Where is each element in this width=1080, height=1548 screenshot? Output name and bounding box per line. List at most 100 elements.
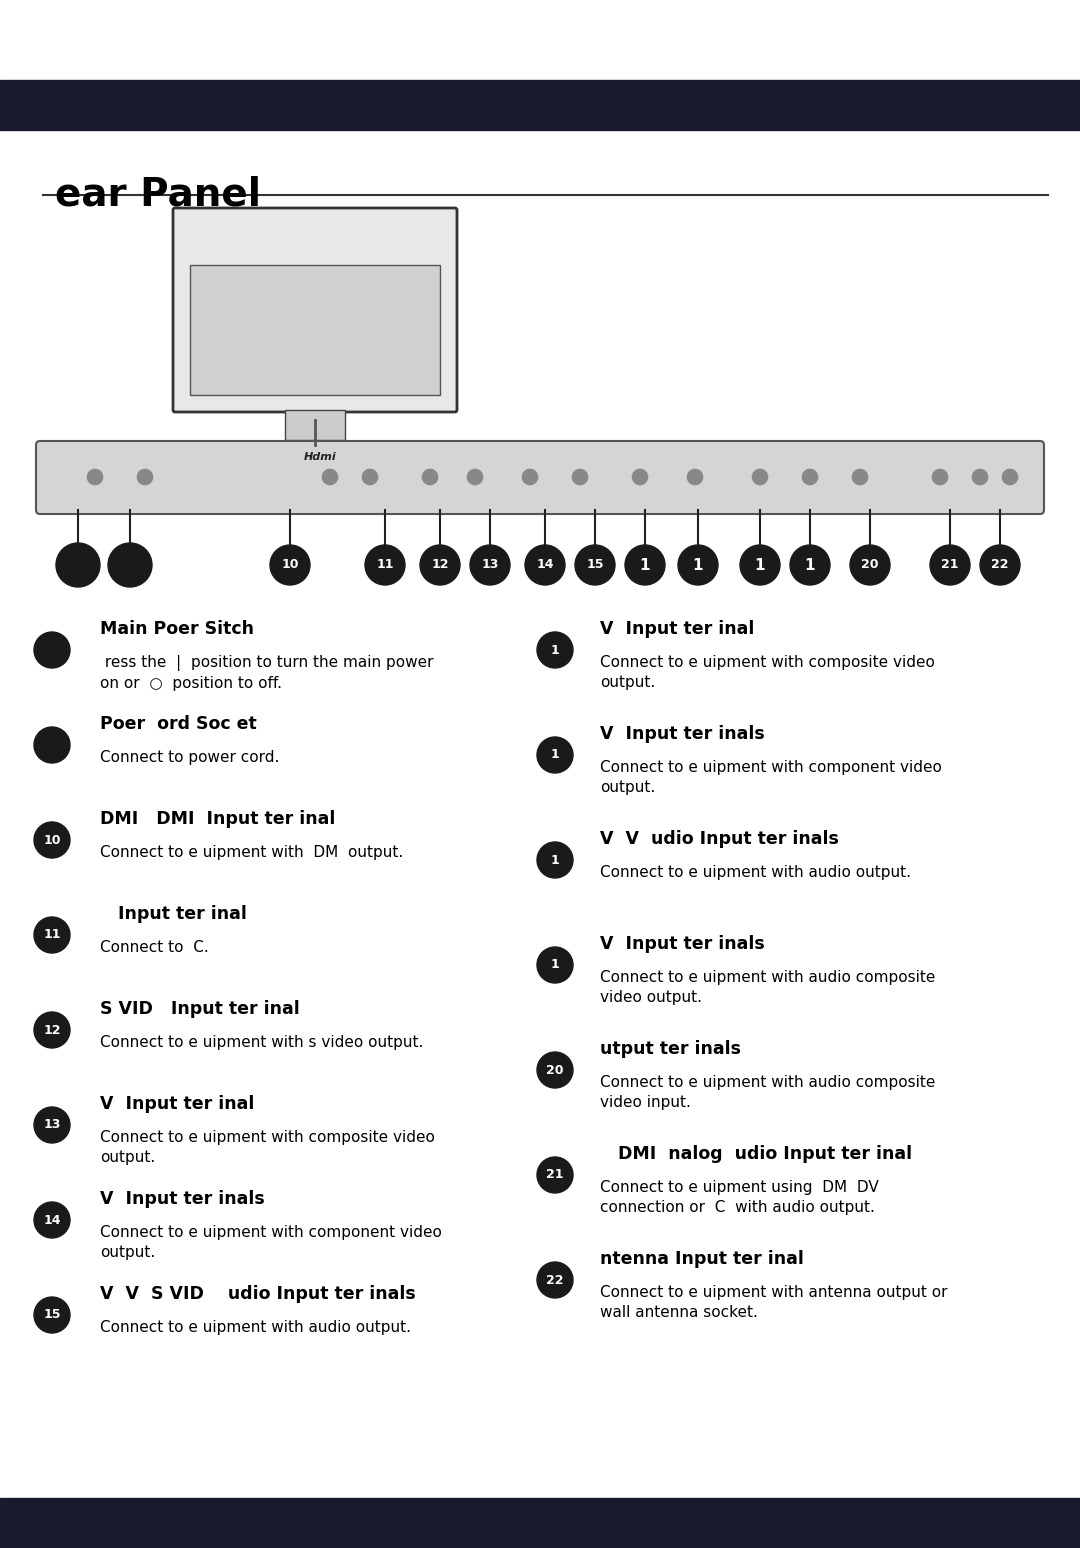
Text: V  Input ter inals: V Input ter inals [600, 935, 765, 954]
Circle shape [537, 842, 573, 878]
Bar [190, 265, 440, 395]
Circle shape [850, 545, 890, 585]
Text: Input ter inal: Input ter inal [100, 906, 247, 923]
Text: Connect to e uipment with composite video
output.: Connect to e uipment with composite vide… [100, 1130, 435, 1164]
Text: 1: 1 [805, 557, 815, 573]
Text: Connect to e uipment with audio output.: Connect to e uipment with audio output. [600, 865, 912, 879]
Text: Connect to e uipment with audio composite
video input.: Connect to e uipment with audio composit… [600, 1074, 935, 1110]
Circle shape [932, 469, 948, 485]
Text: Connect to e uipment with  DM  output.: Connect to e uipment with DM output. [100, 845, 403, 861]
Circle shape [537, 737, 573, 772]
Text: Connect to e uipment with audio composite
video output.: Connect to e uipment with audio composit… [600, 971, 935, 1005]
Circle shape [537, 947, 573, 983]
Circle shape [972, 469, 988, 485]
Text: 1: 1 [692, 557, 703, 573]
FancyBboxPatch shape [173, 207, 457, 412]
Text: 13: 13 [43, 1119, 60, 1132]
Circle shape [537, 1262, 573, 1299]
Bar [265, 447, 365, 460]
Text: Hdmi: Hdmi [303, 452, 336, 461]
Circle shape [56, 543, 100, 587]
Circle shape [1002, 469, 1018, 485]
Text: 1: 1 [551, 853, 559, 867]
Text: Main Poer Sitch: Main Poer Sitch [100, 621, 254, 638]
Text: ntenna Input ter inal: ntenna Input ter inal [600, 1249, 804, 1268]
Text: V  V  udio Input ter inals: V V udio Input ter inals [600, 830, 839, 848]
Circle shape [33, 1297, 70, 1333]
Text: Connect to e uipment using  DM  DV
connection or  C  with audio output.: Connect to e uipment using DM DV connect… [600, 1180, 879, 1215]
Text: 22: 22 [991, 559, 1009, 571]
Circle shape [33, 1201, 70, 1238]
Text: 14: 14 [43, 1214, 60, 1226]
Circle shape [33, 822, 70, 858]
Circle shape [33, 1012, 70, 1048]
Text: 20: 20 [861, 559, 879, 571]
Circle shape [572, 469, 588, 485]
Circle shape [752, 469, 768, 485]
Circle shape [789, 545, 831, 585]
Circle shape [362, 469, 378, 485]
Text: Connect to e uipment with s video output.: Connect to e uipment with s video output… [100, 1036, 423, 1050]
Text: 11: 11 [376, 559, 394, 571]
Text: 10: 10 [281, 559, 299, 571]
Circle shape [365, 545, 405, 585]
Circle shape [33, 728, 70, 763]
Text: 13: 13 [482, 559, 499, 571]
Text: ress the  |  position to turn the main power
on or  ○  position to off.: ress the | position to turn the main pow… [100, 655, 433, 690]
Bar [285, 410, 345, 440]
Circle shape [930, 545, 970, 585]
FancyBboxPatch shape [36, 441, 1044, 514]
Text: 12: 12 [431, 559, 449, 571]
Circle shape [33, 632, 70, 669]
Circle shape [470, 545, 510, 585]
Text: DMI   DMI  Input ter inal: DMI DMI Input ter inal [100, 810, 336, 828]
Circle shape [422, 469, 438, 485]
Text: 10: 10 [43, 833, 60, 847]
Circle shape [137, 469, 153, 485]
Text: V  Input ter inals: V Input ter inals [100, 1190, 265, 1207]
Text: Connect to e uipment with audio output.: Connect to e uipment with audio output. [100, 1320, 411, 1334]
Text: 21: 21 [546, 1169, 564, 1181]
Circle shape [852, 469, 868, 485]
Circle shape [522, 469, 538, 485]
Text: ear Panel: ear Panel [55, 175, 261, 214]
Text: 1: 1 [755, 557, 766, 573]
Circle shape [537, 632, 573, 669]
Text: 15: 15 [586, 559, 604, 571]
Circle shape [467, 469, 483, 485]
Text: Connect to e uipment with antenna output or
wall antenna socket.: Connect to e uipment with antenna output… [600, 1285, 947, 1320]
Circle shape [537, 1156, 573, 1194]
Circle shape [678, 545, 718, 585]
Text: 1: 1 [639, 557, 650, 573]
Circle shape [687, 469, 703, 485]
Text: 1: 1 [551, 958, 559, 972]
Text: 15: 15 [43, 1308, 60, 1322]
Text: V  Input ter inal: V Input ter inal [100, 1094, 255, 1113]
Circle shape [420, 545, 460, 585]
Bar [0, 1498, 1080, 1548]
Circle shape [87, 469, 103, 485]
Text: V  V  S VID    udio Input ter inals: V V S VID udio Input ter inals [100, 1285, 416, 1303]
Text: 22: 22 [546, 1274, 564, 1286]
Circle shape [632, 469, 648, 485]
Circle shape [575, 545, 615, 585]
Text: 14: 14 [537, 559, 554, 571]
Circle shape [740, 545, 780, 585]
Circle shape [537, 1053, 573, 1088]
Text: utput ter inals: utput ter inals [600, 1040, 741, 1057]
Text: Connect to  C.: Connect to C. [100, 940, 208, 955]
Text: Poer  ord Soc et: Poer ord Soc et [100, 715, 257, 734]
Text: 12: 12 [43, 1023, 60, 1037]
Circle shape [980, 545, 1020, 585]
Circle shape [33, 916, 70, 954]
Circle shape [802, 469, 818, 485]
Text: S VID   Input ter inal: S VID Input ter inal [100, 1000, 300, 1019]
Circle shape [108, 543, 152, 587]
Circle shape [525, 545, 565, 585]
Text: Connect to e uipment with component video
output.: Connect to e uipment with component vide… [600, 760, 942, 794]
Circle shape [270, 545, 310, 585]
Text: 1: 1 [551, 749, 559, 762]
Text: 20: 20 [546, 1063, 564, 1076]
Text: Connect to power cord.: Connect to power cord. [100, 749, 280, 765]
Circle shape [33, 1107, 70, 1142]
